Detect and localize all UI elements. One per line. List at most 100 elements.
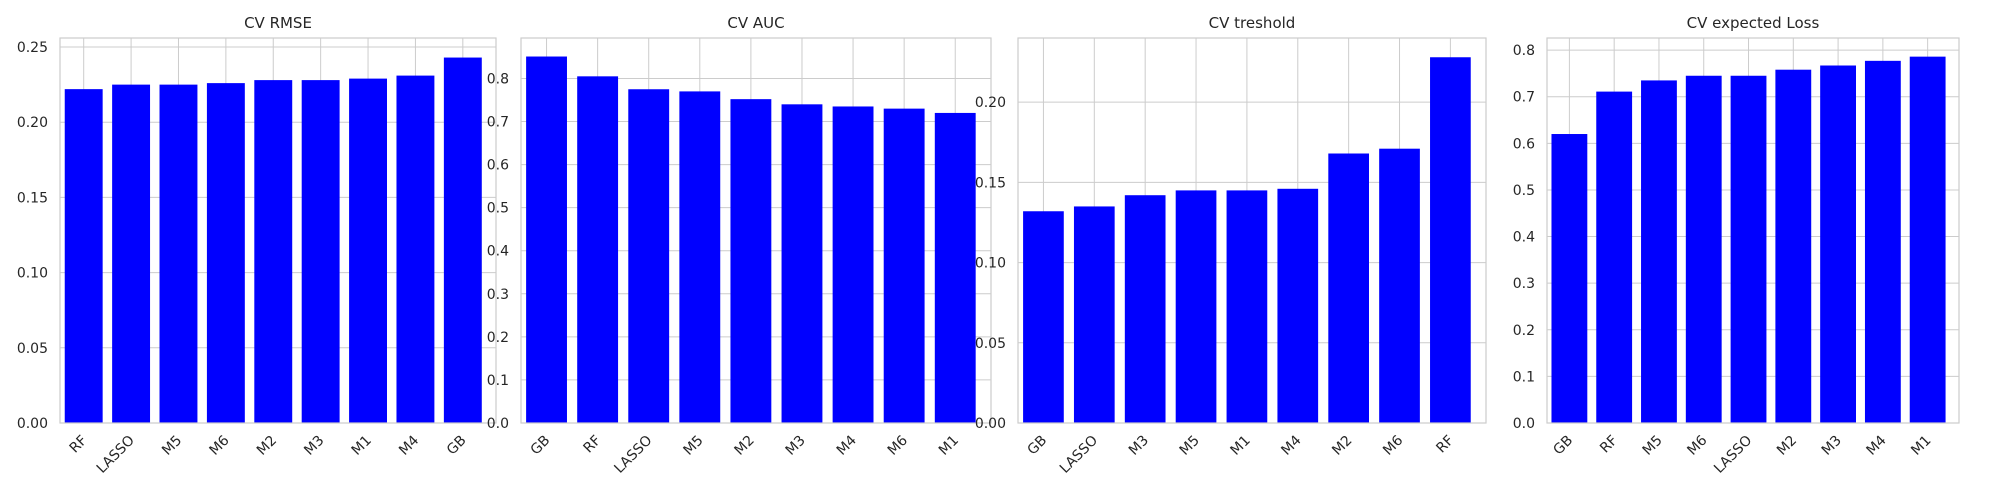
y-tick-label: 0.1 — [487, 373, 509, 389]
bar-m1 — [1226, 190, 1268, 423]
x-tick-label: M3 — [1126, 433, 1152, 459]
bar-m6 — [1379, 148, 1420, 423]
x-tick-label: M1 — [936, 433, 962, 459]
y-tick-label: 0.05 — [975, 336, 1006, 352]
plot-frame — [1017, 37, 1487, 424]
y-tick-label: 0.15 — [17, 190, 48, 206]
y-tick-label: 0.10 — [17, 266, 48, 282]
y-tick-label: 0.0 — [1513, 416, 1535, 432]
x-tick-label: LASSO — [1057, 433, 1101, 477]
y-tick-label: 0.4 — [487, 244, 509, 260]
bar-lasso — [112, 84, 151, 423]
y-tick-label: 0.0 — [487, 416, 509, 432]
x-tick-label: RF — [1597, 433, 1621, 457]
x-tick-label: M3 — [301, 433, 327, 459]
x-tick-label: M3 — [783, 433, 809, 459]
y-tick-label: 0.5 — [1513, 183, 1535, 199]
bar-m4 — [1277, 188, 1319, 423]
plot-frame — [1546, 37, 1960, 424]
x-tick-label: M6 — [885, 432, 911, 458]
bar-m1 — [934, 112, 976, 423]
x-tick-label: M1 — [349, 433, 375, 459]
bar-gb — [443, 57, 482, 423]
bar-gb — [1551, 134, 1588, 423]
x-tick-label: M5 — [680, 433, 706, 459]
x-tick-label: M4 — [834, 432, 860, 458]
x-tick-label: M4 — [396, 432, 422, 458]
x-tick-label: M6 — [1684, 432, 1710, 458]
y-tick-label: 0.1 — [1513, 369, 1535, 385]
bar-m5 — [1641, 80, 1677, 423]
x-tick-label: RF — [581, 433, 605, 457]
bar-lasso — [1073, 206, 1115, 423]
bar-lasso — [1730, 75, 1767, 423]
bar-rf — [1430, 57, 1471, 423]
bar-m4 — [832, 106, 874, 424]
bar-m4 — [1864, 60, 1901, 423]
y-tick-label: 0.20 — [975, 95, 1006, 111]
x-tick-label: M4 — [1278, 432, 1304, 458]
x-tick-label: M2 — [254, 433, 280, 459]
x-tick-label: M4 — [1864, 432, 1890, 458]
y-tick-label: 0.2 — [487, 330, 509, 346]
bar-m4 — [396, 75, 435, 423]
x-tick-label: GB — [1550, 433, 1576, 459]
bar-m2 — [1328, 153, 1369, 423]
chart-title: CV RMSE — [244, 14, 312, 32]
x-tick-label: M1 — [1908, 433, 1934, 459]
x-tick-label: LASSO — [1711, 433, 1755, 477]
chart-panel-2: CV AUC 0.0 0.1 0.2 0.3 0.4 0.5 0.6 0.7 0.8 GB RF LAS… — [487, 14, 992, 477]
bar-gb — [1023, 211, 1064, 423]
x-tick-label: M5 — [1640, 433, 1666, 459]
y-tick-label: 0.5 — [487, 201, 509, 217]
x-tick-label: GB — [1024, 433, 1050, 459]
x-tick-label: M3 — [1819, 433, 1845, 459]
chart-panel-1: CV RMSE 0.00 0.05 0.10 0.15 0.20 0.25 RF LASSO M5… — [17, 14, 497, 477]
bar-m1 — [349, 78, 387, 423]
bar-m5 — [1175, 190, 1217, 423]
chart-title: CV treshold — [1209, 14, 1296, 32]
bar-rf — [577, 76, 619, 423]
x-tick-label: M1 — [1228, 433, 1254, 459]
y-tick-label: 0.00 — [17, 416, 48, 432]
x-tick-label: GB — [528, 433, 554, 459]
bar-m3 — [1124, 195, 1166, 423]
y-tick-label: 0.3 — [487, 287, 509, 303]
chart-panel-4: CV expected Loss 0.0 0.1 0.2 0.3 0.4 0.5 0.6 0.7… — [1513, 14, 1960, 477]
y-tick-label: 0.8 — [487, 71, 509, 87]
bar-gb — [526, 56, 567, 424]
x-tick-label: LASSO — [611, 433, 655, 477]
x-tick-label: M6 — [1380, 432, 1406, 458]
bar-m3 — [1820, 65, 1856, 423]
y-tick-label: 0.4 — [1513, 230, 1535, 246]
y-tick-label: 0.7 — [1513, 90, 1535, 106]
bar-m6 — [1685, 75, 1722, 423]
y-tick-label: 0.15 — [975, 175, 1006, 191]
bar-lasso — [628, 89, 670, 424]
bar-m6 — [883, 108, 925, 423]
y-tick-label: 0.00 — [975, 416, 1006, 432]
y-tick-label: 0.6 — [487, 158, 509, 174]
bar-rf — [1596, 91, 1633, 424]
bar-m2 — [730, 99, 772, 423]
bar-m3 — [781, 104, 823, 423]
y-tick-label: 0.20 — [17, 115, 48, 131]
bar-m2 — [254, 80, 293, 423]
chart-title: CV expected Loss — [1687, 14, 1820, 32]
bar-m2 — [1775, 69, 1812, 423]
bar-m5 — [679, 91, 721, 423]
x-tick-label: M2 — [1329, 433, 1355, 459]
x-tick-label: M5 — [1177, 433, 1203, 459]
x-tick-label: RF — [1433, 433, 1457, 457]
x-tick-label: RF — [67, 433, 91, 457]
y-tick-label: 0.10 — [975, 256, 1006, 272]
x-tick-label: LASSO — [94, 433, 138, 477]
chart-panel-3: CV treshold 0.00 0.05 0.10 0.15 0.20 GB LASSO M3… — [975, 14, 1487, 477]
y-tick-label: 0.3 — [1513, 276, 1535, 292]
x-tick-label: M2 — [732, 433, 758, 459]
x-tick-label: M2 — [1774, 433, 1800, 459]
x-tick-label: M6 — [207, 432, 233, 458]
bar-m3 — [301, 80, 340, 423]
y-tick-label: 0.7 — [487, 115, 509, 131]
